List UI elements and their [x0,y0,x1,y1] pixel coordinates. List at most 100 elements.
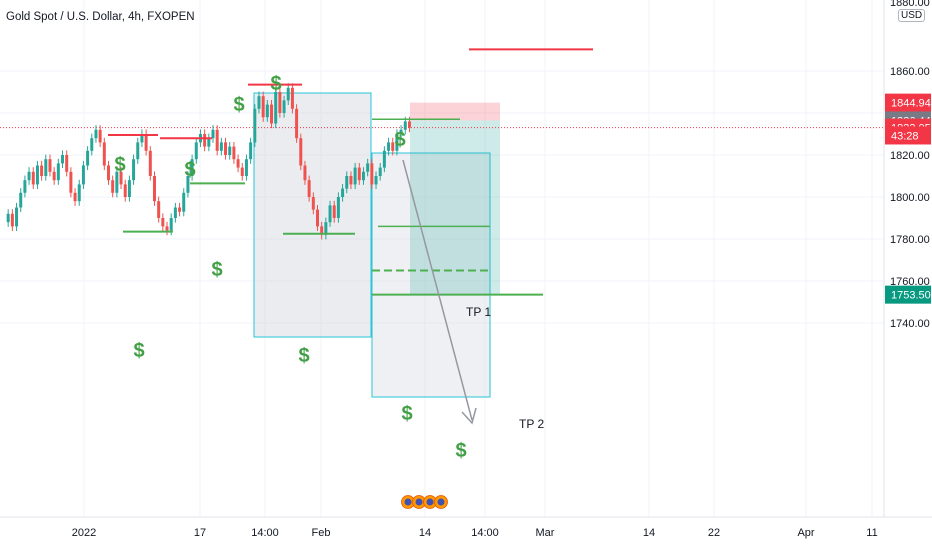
time-axis-tick-label: 14:00 [251,527,279,539]
time-axis-tick-label: Apr [797,527,814,539]
candle-body [123,184,127,197]
candle-body [190,159,194,176]
candle-body [219,142,223,151]
candle-body [111,180,115,193]
take-profit-zone[interactable] [410,120,500,295]
candle-body [303,165,307,181]
candle-body [253,108,257,143]
time-axis-tick-label: 2022 [72,527,96,539]
candle-body [48,159,52,172]
price-axis-tick-label: 1820.00 [890,150,930,162]
candle-body [407,121,411,128]
candle-body [228,146,232,155]
dollar-sign-marker: $ [270,73,281,95]
candle-body [194,142,198,160]
candle-body [65,155,69,172]
candle-body [119,171,123,185]
candle-body [44,159,48,176]
candle-body [31,171,35,185]
candle-body [86,150,90,166]
candle-body [182,192,186,212]
price-axis-badge-label: 43:28 [891,130,919,142]
price-axis-tick-label: 1800.00 [890,192,930,204]
candle-body [345,176,349,189]
candle-body [257,96,261,109]
consolidation-box[interactable] [253,92,372,338]
candle-body [290,87,294,109]
price-axis-badge [885,285,931,304]
dollar-sign-marker: $ [455,440,466,462]
economic-event-flag-icon [415,498,423,506]
candle-body [236,159,240,168]
candle-body [77,184,81,202]
candle-body [115,171,119,193]
candle-body [282,100,286,113]
stop-loss-zone[interactable] [410,102,500,121]
dollar-sign-marker: $ [133,340,144,362]
candle-body [399,129,403,134]
candle-body [349,176,353,185]
candle-body [40,165,44,176]
candle-body [81,165,85,185]
time-axis-tick-label: 11 [866,527,877,539]
candle-body [391,142,395,151]
candle-body [395,134,399,151]
candle-body [320,226,324,235]
candle-body [336,197,340,218]
price-axis-tick-label: 1860.00 [890,66,930,78]
time-axis-tick-label: Mar [536,527,555,539]
dollar-sign-marker: $ [298,345,309,367]
candle-body [270,104,274,124]
economic-event-flag-icon [437,498,445,506]
candle-body [224,142,228,155]
candle-body [274,92,278,124]
time-axis-tick-label: 17 [194,527,206,539]
price-axis-badge [885,126,931,145]
time-axis-tick-label: 14 [643,527,655,539]
candle-body [366,163,370,172]
dollar-sign-marker: $ [184,159,195,181]
dollar-sign-marker: $ [401,403,412,425]
projection-arrow-line[interactable] [402,159,473,421]
candle-body [278,92,282,113]
projection-arrow-head [461,407,477,425]
candle-body [10,213,14,227]
candle-body [98,129,102,143]
candle-body [299,138,303,166]
candle-body [244,159,248,176]
candle-body [35,165,39,185]
candle-body [370,163,374,185]
candle-body [207,138,211,147]
price-axis-badge-label: 1844.94 [891,98,931,110]
economic-event-flag-icon [404,498,412,506]
target-box[interactable] [371,152,491,398]
candle-body [328,205,332,223]
time-axis-tick-label: 22 [708,527,720,539]
candle-body [140,134,144,143]
candle-body [357,167,361,181]
candle-body [265,104,269,118]
candle-body [56,163,60,181]
candle-body [295,108,299,139]
candle-body [157,201,161,218]
candle-body [307,180,311,197]
candle-body [19,192,23,208]
candle-body [61,155,65,164]
price-axis-tick-label: 1780.00 [890,234,930,246]
time-axis-tick-label: Feb [312,527,331,539]
candle-body [169,218,173,231]
time-axis-tick-label: 14:00 [471,527,499,539]
time-axis-tick-label: 14 [419,527,431,539]
currency-badge: USD [898,9,926,22]
candle-body [90,138,94,151]
dollar-sign-marker: $ [211,259,222,281]
chart-title: Gold Spot / U.S. Dollar, 4h, FXOPEN [6,11,195,23]
dollar-sign-marker: $ [233,94,244,116]
price-axis-badge [885,93,931,112]
candle-body [203,134,207,147]
candle-body [378,167,382,176]
candle-body [211,129,215,139]
candle-body [107,165,110,181]
candle-body [144,134,148,151]
